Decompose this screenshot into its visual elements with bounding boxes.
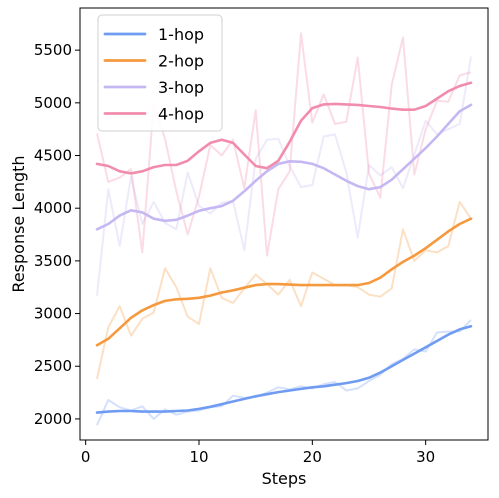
y-tick-label: 2000 (34, 410, 72, 428)
x-tick-label: 10 (189, 448, 208, 466)
legend-label-1: 1-hop (158, 25, 204, 44)
legend-box (97, 14, 223, 132)
y-tick-label: 4000 (34, 199, 72, 217)
smoothed-line-series-4 (95, 81, 473, 175)
y-tick-label: 5000 (34, 94, 72, 112)
y-tick-label: 2500 (34, 357, 72, 375)
x-axis-ticks: 0 10 20 30 (81, 440, 435, 466)
x-axis-label: Steps (262, 469, 307, 488)
raw-line-series-1 (96, 319, 472, 426)
y-tick-label: 3500 (34, 252, 72, 270)
x-tick-label: 30 (416, 448, 435, 466)
smoothed-line-series-3 (95, 103, 473, 231)
smoothed-line-series-2 (95, 217, 473, 347)
y-tick-label: 4500 (34, 147, 72, 165)
y-axis-label: Response Length (9, 155, 28, 292)
x-tick-label: 20 (303, 448, 322, 466)
legend-label-4: 4-hop (158, 105, 204, 124)
plot-frame (79, 7, 489, 441)
y-axis-ticks: 2000 2500 3000 3500 4000 4500 5000 5500 (34, 41, 80, 428)
legend-label-2: 2-hop (158, 52, 204, 71)
legend-label-3: 3-hop (158, 78, 204, 97)
x-tick-label: 0 (81, 448, 91, 466)
smoothed-line-series-1 (95, 324, 473, 414)
legend: 1-hop 2-hop 3-hop 4-hop (97, 14, 223, 132)
y-tick-label: 3000 (34, 305, 72, 323)
raw-line-series-2 (96, 200, 472, 380)
y-tick-label: 5500 (34, 41, 72, 59)
smoothed-series-lines (95, 81, 473, 414)
